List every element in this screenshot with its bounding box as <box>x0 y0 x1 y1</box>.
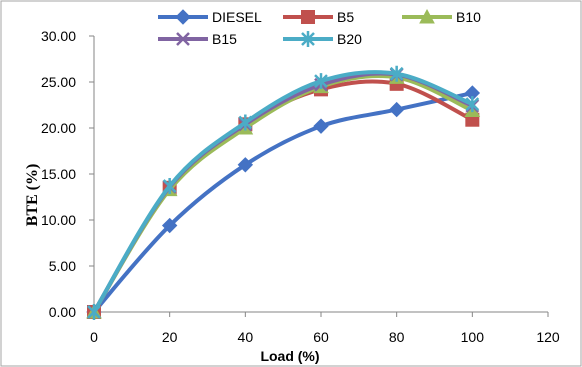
x-tick-label: 20 <box>162 329 178 345</box>
legend-marker <box>301 10 315 24</box>
y-tick-label: 15.00 <box>41 166 76 182</box>
y-tick-label: 10.00 <box>41 212 76 228</box>
legend-marker <box>301 31 315 47</box>
y-axis-title: BTE (%) <box>24 164 41 227</box>
x-tick-label: 0 <box>90 329 98 345</box>
legend-marker <box>175 9 191 25</box>
legend-item-b20: B20 <box>283 31 362 47</box>
legend-marker <box>419 8 435 24</box>
data-point-b20 <box>389 65 404 82</box>
x-tick-label: 120 <box>536 329 560 345</box>
legend-label: B20 <box>337 31 362 47</box>
x-tick-label: 100 <box>461 329 485 345</box>
legend-label: DIESEL <box>212 9 262 25</box>
legend-item-diesel: DIESEL <box>158 9 262 25</box>
x-tick-label: 60 <box>313 329 329 345</box>
series-layer <box>86 65 481 320</box>
y-tick-label: 25.00 <box>41 74 76 90</box>
y-tick-label: 0.00 <box>49 304 76 320</box>
axes: 0.00 5.00 10.00 15.00 20.00 25.00 30.00 0 20 40 60… <box>41 28 560 345</box>
legend-label: B5 <box>337 9 354 25</box>
legend-item-b15: B15 <box>158 31 237 47</box>
x-tick-label: 40 <box>238 329 254 345</box>
data-point-diesel <box>237 157 254 173</box>
legend: DIESEL B5 B10 B15 B20 <box>158 8 481 47</box>
y-tick-label: 20.00 <box>41 120 76 136</box>
data-point-b20 <box>314 73 328 90</box>
y-tick-label: 30.00 <box>41 28 76 44</box>
x-axis-title: Load (%) <box>260 348 319 364</box>
legend-label: B15 <box>212 31 237 47</box>
data-point-b20 <box>87 304 101 320</box>
series-b20 <box>87 65 480 320</box>
legend-item-b5: B5 <box>283 9 354 25</box>
legend-label: B10 <box>456 9 481 25</box>
data-point-diesel <box>388 101 405 118</box>
data-point-b20 <box>465 96 480 113</box>
legend-marker <box>176 32 190 46</box>
data-point-diesel <box>161 217 178 234</box>
y-tick-label: 5.00 <box>49 258 76 274</box>
legend-item-b10: B10 <box>402 8 481 25</box>
data-point-b20 <box>162 177 177 194</box>
data-point-b20 <box>238 114 253 131</box>
series-line-b20 <box>92 70 474 314</box>
x-tick-label: 80 <box>389 329 405 345</box>
data-point-diesel <box>313 118 329 134</box>
